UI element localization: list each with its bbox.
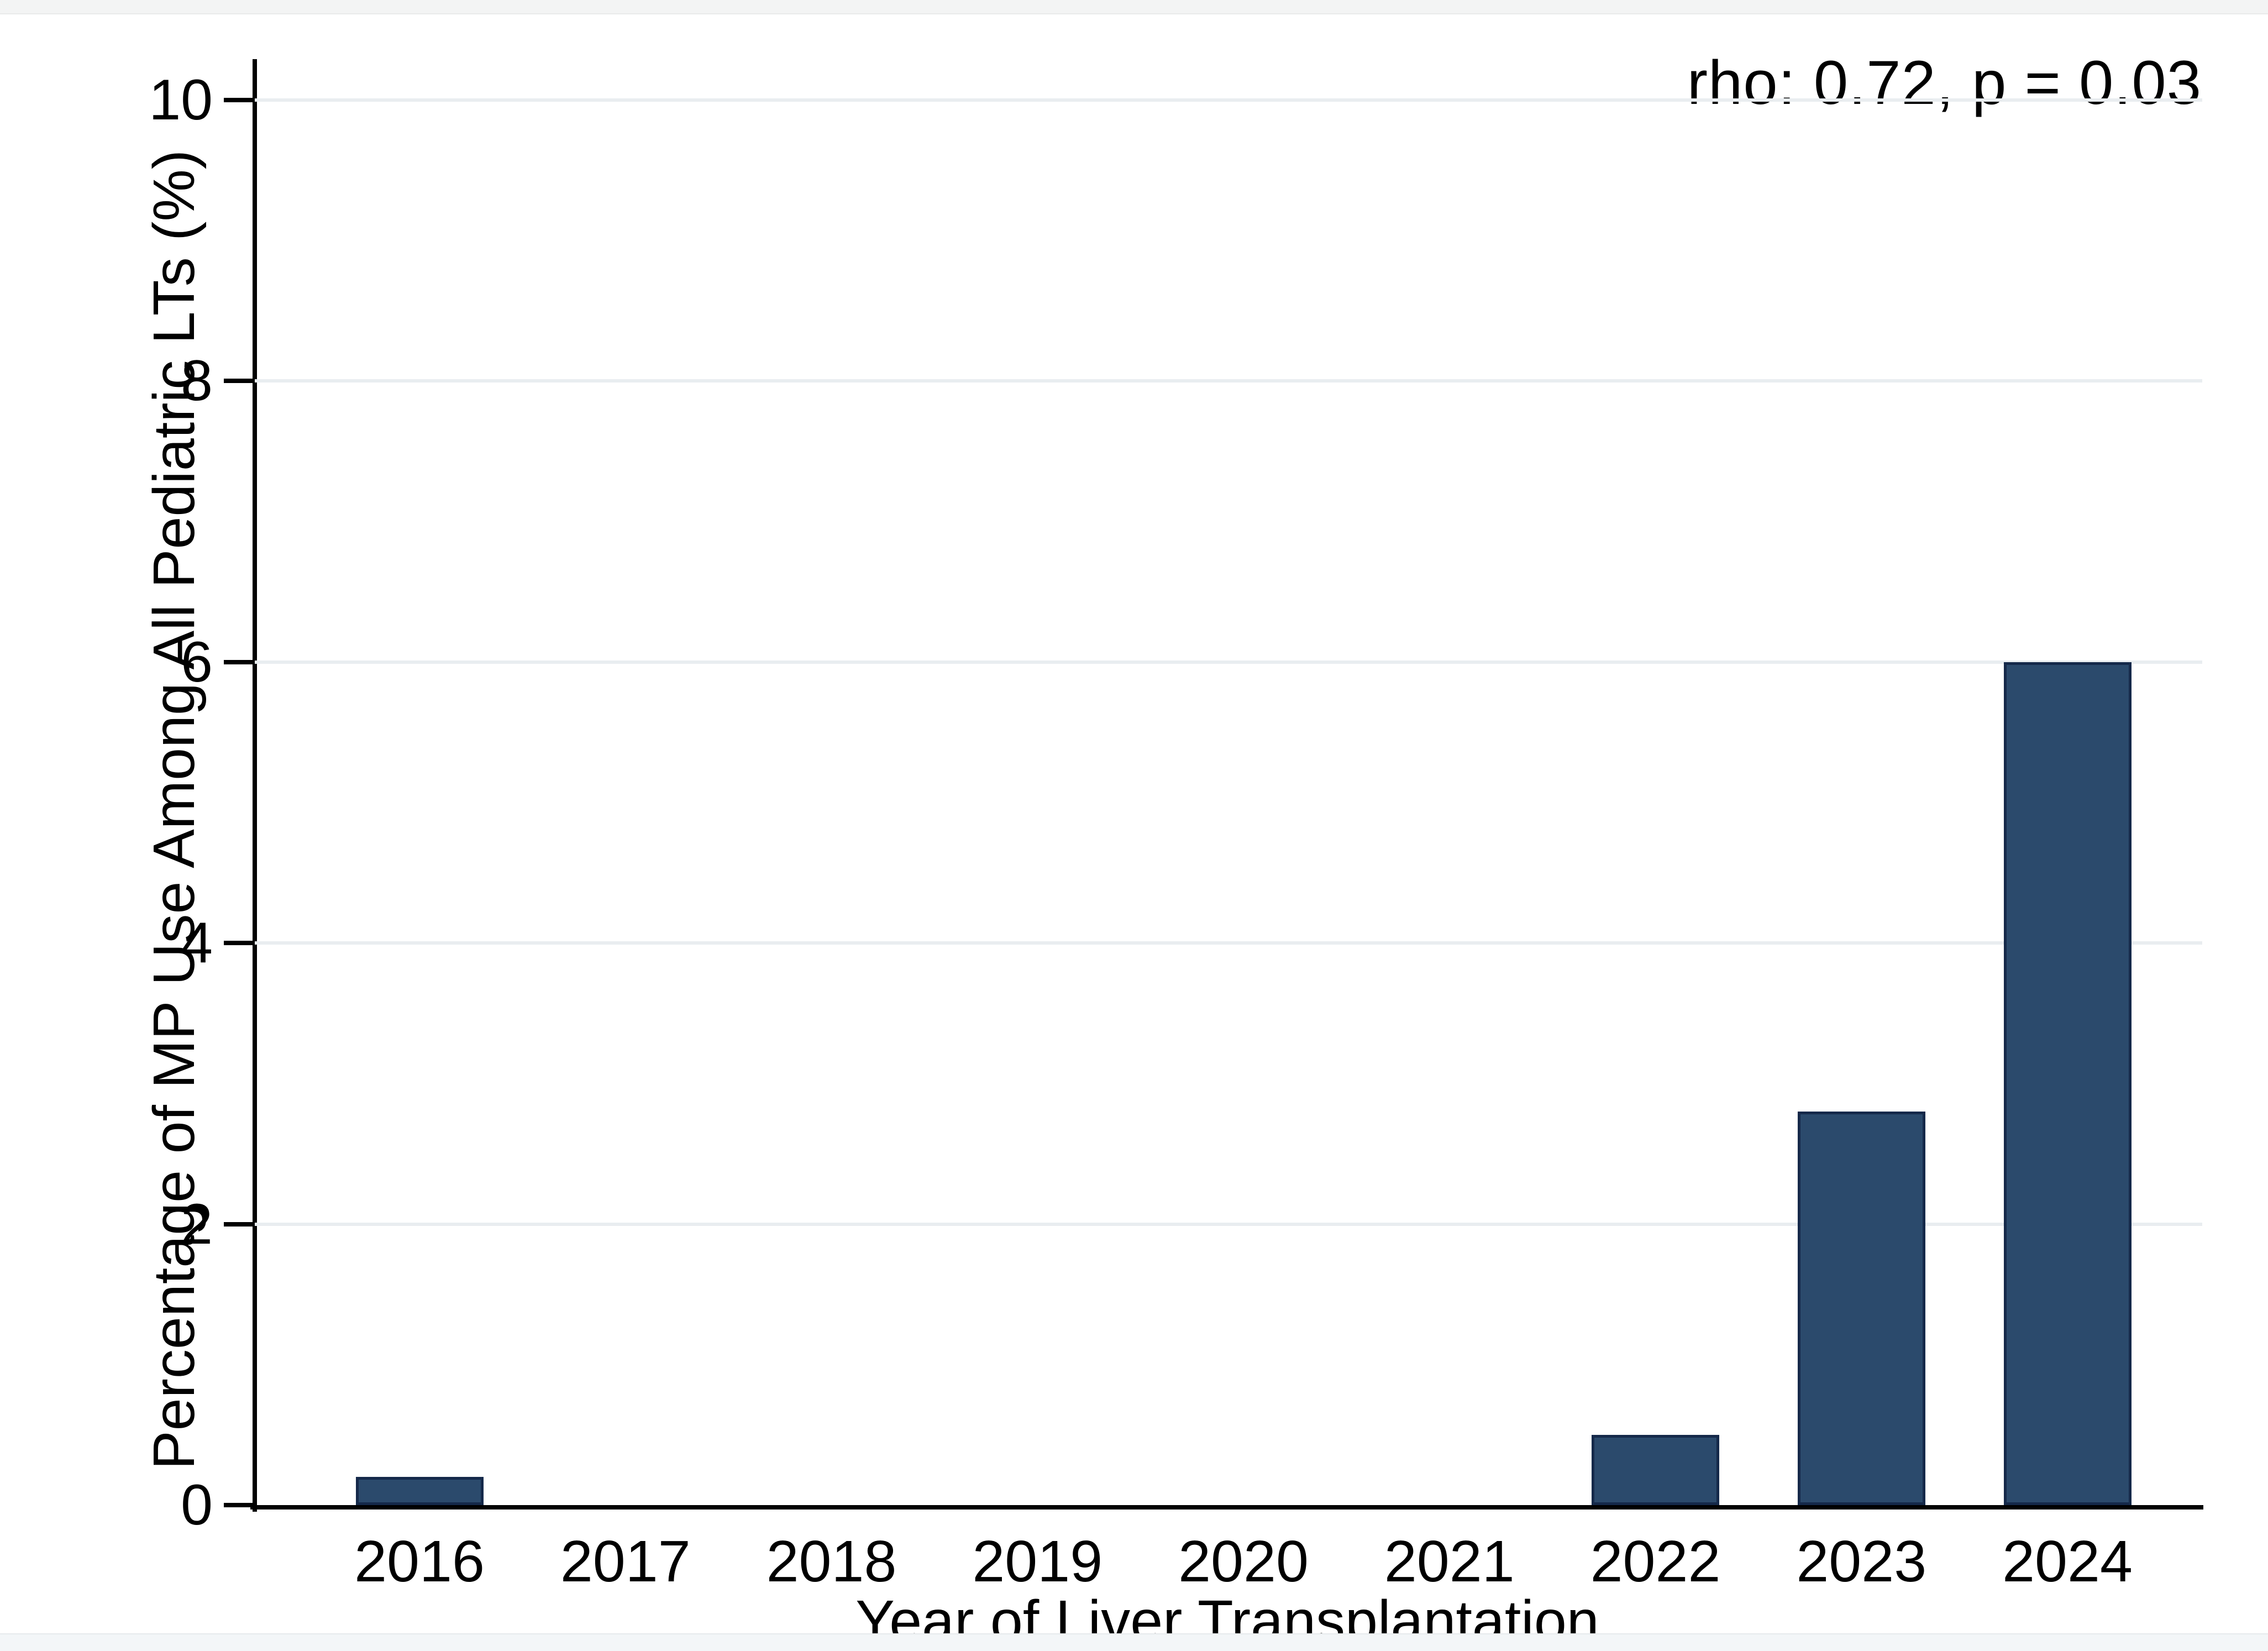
- window-top-strip: [0, 0, 2268, 14]
- x-axis-line: [250, 1505, 2203, 1510]
- x-tick-label-2021: 2021: [1384, 1529, 1515, 1594]
- bar-2023: [1797, 1112, 1925, 1505]
- x-tick-label-2022: 2022: [1590, 1529, 1721, 1594]
- y-tick-label-6: 6: [181, 630, 213, 694]
- gridline-y8: [255, 379, 2202, 383]
- y-tick-label-0: 0: [181, 1473, 213, 1537]
- x-tick-label-2023: 2023: [1796, 1529, 1927, 1594]
- y-tick-10: [224, 98, 253, 102]
- bar-2022: [1592, 1434, 1719, 1505]
- x-tick-label-2018: 2018: [766, 1529, 897, 1594]
- correlation-annotation: rho: 0.72, p = 0.03: [1687, 48, 2202, 117]
- bar-2024: [2003, 662, 2132, 1505]
- bar-2016: [355, 1477, 484, 1505]
- plot-area: [255, 98, 2202, 1505]
- x-tick-label-2019: 2019: [972, 1529, 1103, 1594]
- gridline-y2: [255, 1222, 2202, 1226]
- x-tick-label-2016: 2016: [354, 1529, 485, 1594]
- x-tick-label-2017: 2017: [560, 1529, 691, 1594]
- y-tick-label-10: 10: [149, 68, 213, 132]
- y-tick-6: [224, 659, 253, 664]
- y-tick-label-8: 8: [181, 349, 213, 413]
- gridline-y4: [255, 941, 2202, 945]
- y-axis-line: [253, 59, 257, 1512]
- y-tick-0: [224, 1503, 253, 1507]
- window-bottom-strip: [0, 1633, 2268, 1651]
- y-tick-label-2: 2: [181, 1192, 213, 1256]
- gridline-y10: [255, 98, 2202, 102]
- y-tick-4: [224, 941, 253, 946]
- y-tick-8: [224, 379, 253, 384]
- y-tick-2: [224, 1222, 253, 1227]
- x-tick-label-2024: 2024: [2002, 1529, 2133, 1594]
- gridline-y6: [255, 660, 2202, 664]
- y-tick-label-4: 4: [181, 911, 213, 976]
- y-axis-title: Percentage of MP Use Among All Pediatric…: [141, 149, 207, 1470]
- x-tick-label-2020: 2020: [1178, 1529, 1309, 1594]
